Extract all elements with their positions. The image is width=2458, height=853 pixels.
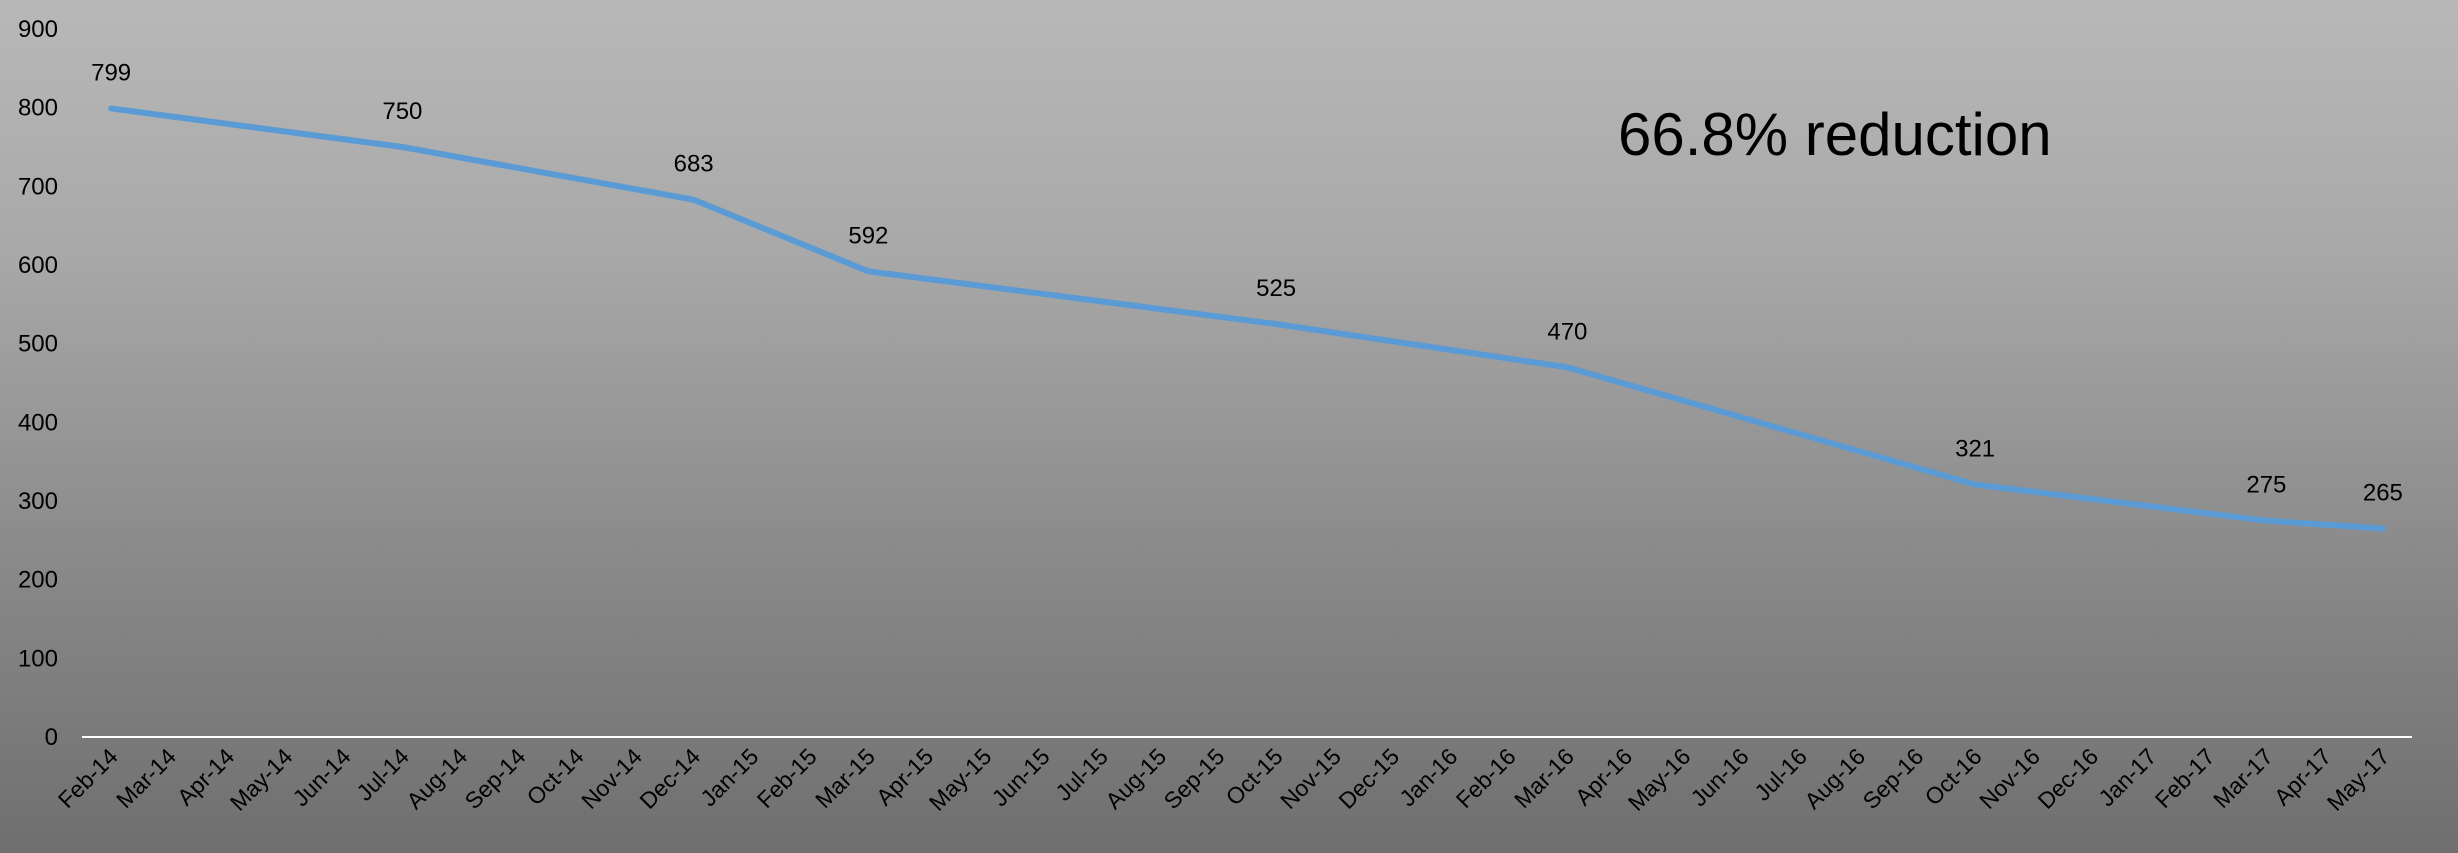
data-labels: 799 750 683 592 525 470 321 275 265: [91, 59, 2403, 506]
y-tick-label: 900: [18, 16, 58, 43]
x-tick-label: Jun-16: [1686, 743, 1754, 811]
x-tick-label: Jan-17: [2093, 743, 2161, 811]
x-tick-label: May-15: [924, 743, 997, 816]
x-tick-label: Aug-16: [1799, 743, 1870, 814]
x-tick-label: Jun-14: [288, 743, 356, 811]
data-label: 265: [2363, 480, 2403, 507]
y-tick-label: 0: [45, 724, 58, 751]
x-tick-label: Mar-17: [2208, 743, 2278, 813]
x-tick-label: Sep-14: [460, 743, 531, 814]
data-label: 470: [1547, 318, 1587, 345]
x-tick-label: Oct-15: [1220, 743, 1287, 810]
y-tick-label: 700: [18, 173, 58, 200]
data-label: 799: [91, 59, 131, 86]
data-label: 750: [382, 98, 422, 125]
x-tick-label: Nov-15: [1275, 743, 1346, 814]
x-tick-label: Feb-15: [752, 743, 822, 813]
x-tick-label: May-16: [1623, 743, 1696, 816]
x-axis-ticks: Feb-14Mar-14Apr-14May-14Jun-14Jul-14Aug-…: [53, 743, 2395, 816]
x-tick-label: Dec-15: [1333, 743, 1404, 814]
series-line: [108, 105, 2386, 532]
x-tick-label: Mar-16: [1509, 743, 1579, 813]
x-tick-label: Feb-17: [2150, 743, 2220, 813]
y-tick-label: 100: [18, 645, 58, 672]
data-label: 321: [1955, 435, 1995, 462]
y-tick-label: 400: [18, 409, 58, 436]
x-tick-label: Feb-16: [1451, 743, 1521, 813]
x-tick-label: Sep-15: [1159, 743, 1230, 814]
data-label: 275: [2246, 472, 2286, 499]
x-tick-label: Nov-16: [1974, 743, 2045, 814]
x-tick-label: Aug-14: [401, 743, 472, 814]
y-axis-ticks: 0 100 200 300 400 500 600 700 800 900: [18, 16, 58, 751]
data-label: 525: [1256, 275, 1296, 302]
x-tick-label: Jun-15: [987, 743, 1055, 811]
annotation-text: 66.8% reduction: [1618, 101, 2052, 168]
x-tick-label: Feb-14: [53, 743, 123, 813]
y-tick-label: 800: [18, 95, 58, 122]
y-tick-label: 500: [18, 331, 58, 358]
y-tick-label: 200: [18, 567, 58, 594]
x-tick-label: Nov-14: [576, 743, 647, 814]
x-tick-label: May-14: [225, 743, 298, 816]
x-tick-label: Sep-16: [1858, 743, 1929, 814]
x-tick-label: Jan-16: [1394, 743, 1462, 811]
x-tick-label: Jan-15: [695, 743, 763, 811]
x-tick-label: Mar-14: [111, 743, 181, 813]
x-tick-label: Dec-14: [634, 743, 705, 814]
data-label: 683: [674, 151, 714, 178]
x-tick-label: May-17: [2322, 743, 2395, 816]
x-tick-label: Aug-15: [1100, 743, 1171, 814]
y-tick-label: 600: [18, 252, 58, 279]
x-tick-label: Dec-16: [2032, 743, 2103, 814]
y-tick-label: 300: [18, 488, 58, 515]
x-tick-label: Oct-14: [521, 743, 588, 810]
x-tick-label: Mar-15: [810, 743, 880, 813]
x-tick-label: Oct-16: [1919, 743, 1986, 810]
data-label: 592: [848, 222, 888, 249]
